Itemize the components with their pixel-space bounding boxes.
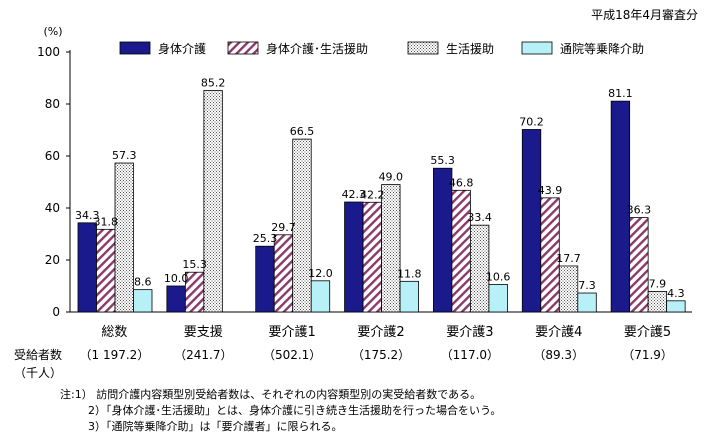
label-shintai-seikatsu: 36.3 [627, 204, 652, 217]
bar-seikatsu-enjo [470, 224, 490, 313]
label-seikatsu-enjo: 66.5 [290, 125, 315, 138]
label-shintai-kaigo: 25.3 [253, 232, 278, 245]
recipients-unit: （千人） [14, 366, 62, 380]
recipients-value: （89.3） [533, 348, 584, 362]
label-shintai-kaigo: 81.1 [608, 87, 633, 100]
legend-label-4: 通院等乗降介助 [560, 42, 644, 56]
bar-seikatsu-enjo [381, 184, 401, 313]
y-tick-label: 20 [45, 253, 60, 267]
label-shintai-kaigo: 10.0 [164, 272, 189, 285]
data-labels: 34.331.8 57.3 8.6 10.015.3 85.2 25.329.7 66.5 1… [75, 76, 685, 299]
bar-tsuin-joko [310, 280, 331, 313]
recipients-value: （1 197.2） [80, 348, 150, 362]
bar-shintai-seikatsu [629, 217, 649, 313]
category-label: 総数 [101, 325, 127, 340]
recipients-value: （175.2） [352, 348, 410, 362]
category-label: 要介護3 [446, 324, 493, 340]
bar-shintai-seikatsu [362, 201, 382, 313]
recipients-label: 受給者数 [14, 347, 62, 362]
bar-tsuin-joko [399, 280, 419, 313]
bar-shintai-kaigo [77, 222, 97, 313]
label-shintai-seikatsu: 42.2 [360, 188, 385, 201]
recipients-value: （71.9） [622, 348, 673, 362]
legend-label-3: 生活援助 [446, 42, 494, 56]
y-tick-label: 40 [45, 201, 60, 215]
category-label: 要介護5 [624, 324, 671, 340]
survey-period-note: 平成18年4月審査分 [591, 8, 698, 22]
label-shintai-seikatsu: 15.3 [182, 258, 207, 271]
bar-seikatsu-enjo [292, 138, 312, 313]
label-tsuin-joko: 8.6 [134, 276, 152, 289]
label-tsuin-joko: 7.3 [578, 279, 596, 292]
category-label: 要支援 [184, 325, 223, 340]
bar-shintai-kaigo [610, 100, 631, 313]
bar-shintai-kaigo [344, 201, 364, 313]
label-shintai-kaigo: 55.3 [430, 154, 455, 167]
bar-tsuin-joko [577, 292, 597, 313]
bar-tsuin-joko [488, 284, 508, 313]
label-shintai-kaigo: 34.3 [75, 209, 100, 222]
bar-shintai-kaigo [166, 285, 186, 313]
legend: 身体介護 身体介護･生活援助 生活援助 通院等乗降介助 [119, 41, 644, 56]
bar-shintai-seikatsu [540, 197, 560, 313]
category-labels: 総数 （1 197.2） 要支援 （241.7） 要介護1 （502.1） 要介護2 （175… [14, 324, 673, 380]
category-label: 要介護2 [357, 324, 404, 340]
label-seikatsu-enjo: 7.9 [649, 277, 667, 290]
recipients-value: （502.1） [263, 348, 321, 362]
recipients-value: （241.7） [174, 348, 232, 362]
label-seikatsu-enjo: 57.3 [112, 149, 137, 162]
footnote-2: 2）「身体介護･生活援助」とは、身体介護に引き続き生活援助を行った場合をいう。 [88, 404, 502, 417]
category-label: 要介護1 [269, 324, 316, 340]
bar-shintai-kaigo [521, 129, 542, 313]
bar-seikatsu-enjo [114, 162, 134, 313]
y-unit-label: (%) [43, 25, 62, 38]
y-tick-label: 100 [37, 45, 60, 59]
bar-shintai-seikatsu [273, 234, 294, 313]
bar-seikatsu-enjo [203, 90, 223, 313]
bar-shintai-seikatsu [451, 189, 471, 313]
y-tick-label: 60 [45, 149, 60, 163]
footnote-3: 3）「通院等乗降介助」は「要介護者」に限られる。 [88, 420, 343, 433]
legend-swatch-3 [407, 41, 439, 55]
bars [77, 90, 686, 313]
legend-label-1: 身体介護 [158, 41, 206, 56]
label-shintai-seikatsu: 46.8 [449, 176, 474, 189]
y-tick-label: 80 [45, 97, 60, 111]
label-shintai-kaigo: 42.3 [342, 188, 367, 201]
label-tsuin-joko: 10.6 [486, 270, 511, 283]
legend-label-2: 身体介護･生活援助 [266, 41, 368, 56]
label-shintai-seikatsu: 31.8 [94, 215, 119, 228]
bar-shintai-kaigo [433, 167, 453, 313]
legend-swatch-4 [521, 41, 553, 55]
bar-tsuin-joko [133, 289, 153, 313]
label-tsuin-joko: 12.0 [308, 267, 333, 280]
bar-seikatsu-enjo [558, 265, 579, 313]
category-label: 要介護4 [535, 324, 582, 340]
label-tsuin-joko: 11.8 [397, 267, 422, 280]
label-shintai-kaigo: 70.2 [519, 115, 544, 128]
label-seikatsu-enjo: 49.0 [379, 171, 404, 184]
bar-shintai-kaigo [255, 245, 275, 313]
label-tsuin-joko: 4.3 [667, 287, 685, 300]
label-shintai-seikatsu: 43.9 [538, 184, 563, 197]
label-seikatsu-enjo: 85.2 [201, 76, 226, 89]
footnote-1: 注:1） 訪問介護内容類型別受給者数は、それぞれの内容類型別の実受給者数である。 [60, 388, 482, 401]
legend-swatch-1 [119, 41, 151, 55]
y-tick-label: 0 [52, 305, 60, 319]
label-shintai-seikatsu: 29.7 [271, 221, 296, 234]
bar-seikatsu-enjo [647, 291, 668, 313]
bar-shintai-seikatsu [96, 228, 116, 313]
legend-swatch-2 [227, 41, 259, 55]
recipients-value: （117.0） [441, 348, 499, 362]
label-seikatsu-enjo: 17.7 [556, 252, 581, 265]
label-seikatsu-enjo: 33.4 [467, 211, 492, 224]
bar-tsuin-joko [666, 300, 686, 313]
